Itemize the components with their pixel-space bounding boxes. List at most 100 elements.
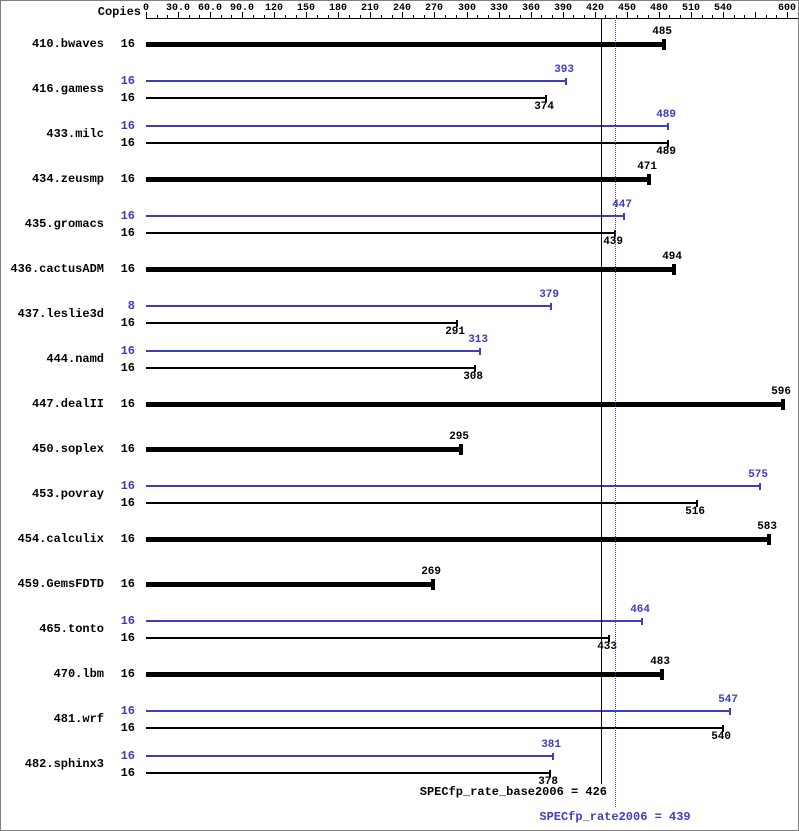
base-bar	[146, 447, 461, 452]
peak-value-label: 575	[748, 469, 768, 481]
base-value-label: 433	[597, 641, 617, 653]
axis-tick	[402, 12, 403, 18]
base-bar	[146, 582, 433, 587]
base-bar	[146, 322, 457, 324]
benchmark-name: 470.lbm	[53, 667, 104, 681]
axis-tick	[456, 15, 457, 18]
axis-tick	[285, 15, 286, 18]
base-bar-end-cap	[672, 264, 676, 275]
base-bar	[146, 267, 674, 272]
axis-tick	[734, 15, 735, 18]
axis-tick	[274, 12, 275, 18]
peak-bar-end-cap	[550, 303, 552, 310]
copies-value: 16	[120, 262, 135, 276]
axis-tick	[328, 15, 329, 18]
base-bar-end-cap	[667, 140, 669, 147]
axis-tick	[520, 15, 521, 18]
base-bar	[146, 772, 550, 774]
base-bar-end-cap	[545, 95, 547, 102]
benchmark-name: 444.namd	[46, 352, 104, 366]
axis-tick-label: 180	[328, 3, 347, 14]
benchmark-name: 435.gromacs	[24, 217, 104, 231]
base-bar-end-cap	[549, 770, 551, 777]
axis-tick	[712, 15, 713, 18]
base-value-label: 308	[463, 371, 483, 383]
axis-tick	[221, 15, 222, 18]
axis-tick	[242, 12, 243, 18]
base-bar-end-cap	[781, 399, 785, 410]
copies-value: 16	[120, 119, 135, 133]
base-value-label: 439	[603, 236, 623, 248]
axis-tick	[755, 12, 756, 18]
benchmark-name: 465.tonto	[39, 622, 104, 636]
peak-value-label: 381	[541, 739, 561, 751]
axis-tick	[253, 15, 254, 18]
peak-bar-end-cap	[623, 213, 625, 220]
base-bar	[146, 537, 769, 542]
base-value-label: 378	[538, 776, 558, 788]
axis-tick	[381, 15, 382, 18]
axis-tick	[552, 15, 553, 18]
axis-tick-label: 90.0	[229, 3, 254, 14]
base-bar-end-cap	[696, 500, 698, 507]
axis-tick-label: 0	[142, 3, 149, 14]
copies-value: 16	[120, 532, 135, 546]
axis-tick	[189, 15, 190, 18]
axis-tick	[167, 15, 168, 18]
axis-tick	[509, 15, 510, 18]
benchmark-name: 433.milc	[46, 127, 104, 141]
peak-value-label: 547	[718, 694, 738, 706]
axis-tick	[477, 15, 478, 18]
peak-bar	[146, 485, 760, 487]
copies-value: 16	[120, 361, 135, 375]
copies-value: 16	[120, 209, 135, 223]
axis-tick	[317, 15, 318, 18]
base-bar	[146, 637, 609, 639]
base-bar	[146, 42, 664, 47]
copies-value: 16	[120, 316, 135, 330]
base-value-label: 540	[711, 731, 731, 743]
copies-value: 16	[120, 344, 135, 358]
benchmark-name: 410.bwaves	[31, 37, 104, 51]
axis-tick	[680, 15, 681, 18]
axis-tick	[445, 15, 446, 18]
base-bar-end-cap	[474, 365, 476, 372]
copies-value: 16	[120, 667, 135, 681]
peak-bar-end-cap	[759, 483, 761, 490]
base-value-label: 291	[445, 326, 465, 338]
peak-bar	[146, 350, 480, 352]
copies-value: 16	[120, 479, 135, 493]
axis-tick	[467, 12, 468, 18]
copies-value: 16	[120, 91, 135, 105]
axis-tick-label: 30.0	[165, 3, 190, 14]
base-value-label: 485	[652, 26, 672, 38]
axis-tick	[723, 12, 724, 18]
benchmark-name: 459.GemsFDTD	[17, 577, 104, 591]
axis-tick	[744, 15, 745, 18]
base-mean-label: SPECfp_rate_base2006 = 426	[419, 785, 607, 799]
base-bar-end-cap	[660, 669, 664, 680]
axis-tick	[563, 12, 564, 18]
axis-tick	[595, 12, 596, 18]
axis-tick-label: 510	[681, 3, 700, 14]
base-value-label: 269	[421, 566, 441, 578]
peak-value-label: 489	[656, 109, 676, 121]
base-bar	[146, 97, 546, 99]
base-bar-end-cap	[456, 320, 458, 327]
axis-tick-label: 300	[457, 3, 476, 14]
copies-value: 16	[120, 37, 135, 51]
axis-tick-label: 210	[360, 3, 379, 14]
benchmark-name: 482.sphinx3	[24, 757, 104, 771]
peak-value-label: 313	[468, 334, 488, 346]
axis-tick	[360, 15, 361, 18]
axis-tick	[787, 12, 788, 18]
base-bar-end-cap	[431, 579, 435, 590]
axis-tick-label: 120	[264, 3, 283, 14]
peak-bar-end-cap	[552, 753, 554, 760]
axis-tick	[499, 12, 500, 18]
axis-tick	[584, 15, 585, 18]
axis-tick-label: 390	[553, 3, 572, 14]
base-value-label: 483	[650, 656, 670, 668]
axis-tick	[157, 15, 158, 18]
base-value-label: 516	[685, 506, 705, 518]
